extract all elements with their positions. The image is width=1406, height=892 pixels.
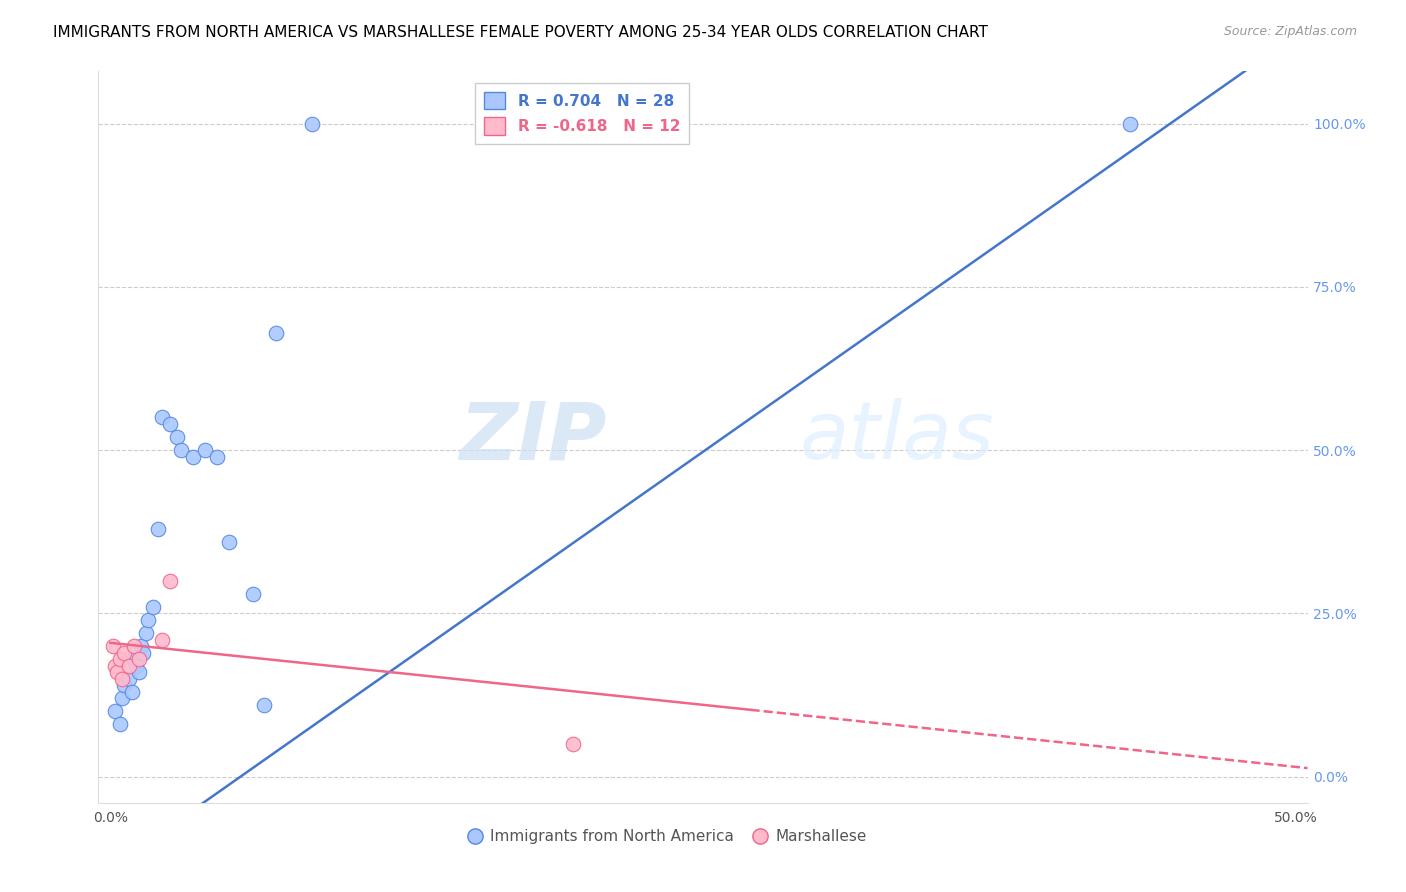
Point	[159, 574, 181, 588]
Point	[152, 410, 174, 425]
Point	[561, 737, 583, 751]
Point	[301, 117, 323, 131]
Point	[128, 652, 150, 666]
Point	[142, 599, 165, 614]
Legend: Immigrants from North America, Marshallese: Immigrants from North America, Marshalle…	[461, 822, 873, 850]
Point	[205, 450, 228, 464]
Point	[108, 652, 131, 666]
Point	[101, 639, 124, 653]
Point	[104, 705, 127, 719]
Point	[105, 665, 128, 680]
Text: ZIP: ZIP	[458, 398, 606, 476]
Point	[1119, 117, 1142, 131]
Point	[146, 521, 169, 535]
Point	[108, 717, 131, 731]
Point	[135, 626, 157, 640]
Point	[152, 632, 174, 647]
Point	[136, 613, 159, 627]
Point	[114, 646, 136, 660]
Point	[159, 417, 181, 431]
Point	[114, 678, 136, 692]
Point	[111, 691, 134, 706]
Point	[118, 658, 141, 673]
Point	[218, 534, 240, 549]
Point	[121, 685, 143, 699]
Point	[181, 450, 204, 464]
Point	[166, 430, 188, 444]
Point	[194, 443, 217, 458]
Text: Source: ZipAtlas.com: Source: ZipAtlas.com	[1223, 25, 1357, 38]
Point	[122, 652, 145, 666]
Text: IMMIGRANTS FROM NORTH AMERICA VS MARSHALLESE FEMALE POVERTY AMONG 25-34 YEAR OLD: IMMIGRANTS FROM NORTH AMERICA VS MARSHAL…	[53, 25, 988, 40]
Point	[111, 672, 134, 686]
Point	[125, 658, 148, 673]
Point	[104, 658, 127, 673]
Point	[253, 698, 276, 712]
Point	[129, 639, 152, 653]
Point	[118, 672, 141, 686]
Point	[122, 639, 145, 653]
Point	[128, 665, 150, 680]
Point	[170, 443, 193, 458]
Point	[242, 587, 264, 601]
Point	[132, 646, 155, 660]
Point	[264, 326, 287, 340]
Text: atlas: atlas	[800, 398, 994, 476]
